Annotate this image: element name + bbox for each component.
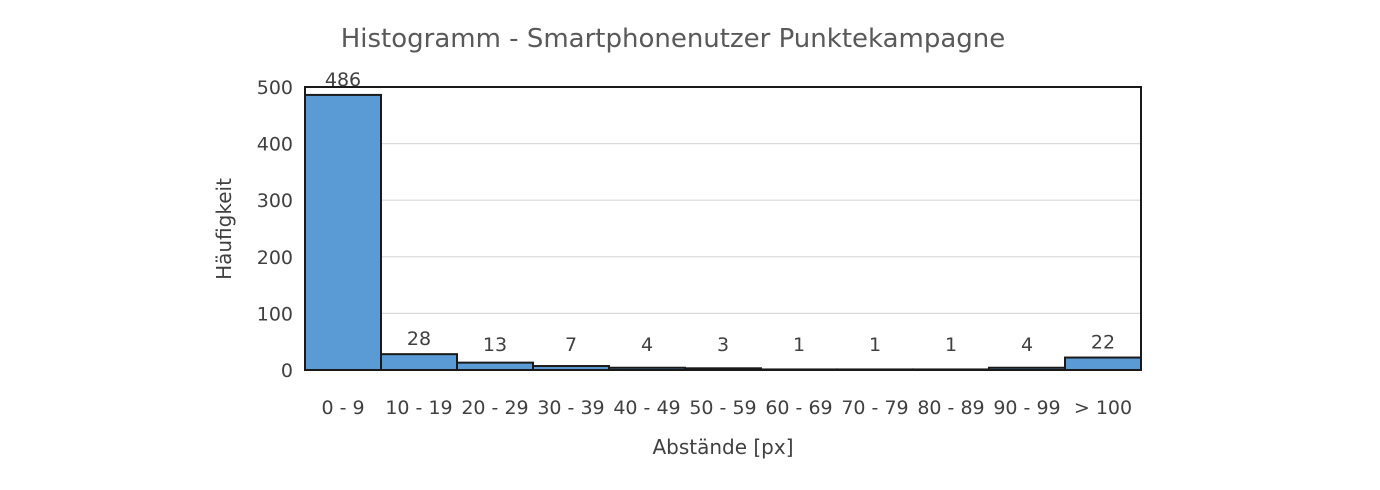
data-label: 28 [407, 328, 431, 350]
data-label: 486 [325, 69, 361, 91]
x-axis-label: Abstände [px] [652, 435, 793, 459]
y-tick-label: 500 [257, 77, 293, 99]
gridlines [305, 143, 1141, 314]
x-tick-label: 10 - 19 [385, 397, 452, 419]
data-label: 4 [641, 334, 653, 356]
y-tick-label: 400 [257, 134, 293, 156]
y-tick-label: 0 [281, 360, 293, 382]
x-tick-label: 0 - 9 [321, 397, 364, 419]
data-label: 1 [869, 334, 881, 356]
chart-title: Histogramm - Smartphonenutzer Punktekamp… [341, 24, 1006, 54]
x-tick-label: 80 - 89 [917, 397, 984, 419]
data-label: 3 [717, 334, 729, 356]
data-label: 4 [1021, 334, 1033, 356]
plot-frame [304, 86, 1142, 371]
y-tick-label: 100 [257, 303, 293, 325]
x-tick-label: 40 - 49 [613, 397, 680, 419]
data-label: 22 [1091, 332, 1115, 354]
data-label: 7 [565, 334, 577, 356]
y-axis-label: Häufigkeit [212, 178, 236, 280]
x-tick-label: 70 - 79 [841, 397, 908, 419]
y-tick-label: 200 [257, 247, 293, 269]
bar [1064, 356, 1142, 372]
data-label: 1 [793, 334, 805, 356]
x-tick-labels: 0 - 9 10 - 19 20 - 29 30 - 39 40 - 49 50 - 59… [321, 397, 1132, 419]
data-label: 1 [945, 334, 957, 356]
bar [304, 93, 382, 371]
x-tick-label: 30 - 39 [537, 397, 604, 419]
x-tick-label: 50 - 59 [689, 397, 756, 419]
bar [380, 353, 458, 372]
data-labels: 486 28 13 7 4 3 1 1 1 4 22 [325, 69, 1115, 356]
x-tick-label: > 100 [1074, 397, 1132, 419]
x-tick-label: 90 - 99 [993, 397, 1060, 419]
data-label: 13 [483, 334, 507, 356]
y-tick-labels: 0 100 200 300 400 500 [257, 77, 293, 382]
x-tick-label: 60 - 69 [765, 397, 832, 419]
y-tick-label: 300 [257, 190, 293, 212]
bar [456, 361, 534, 371]
x-tick-label: 20 - 29 [461, 397, 528, 419]
